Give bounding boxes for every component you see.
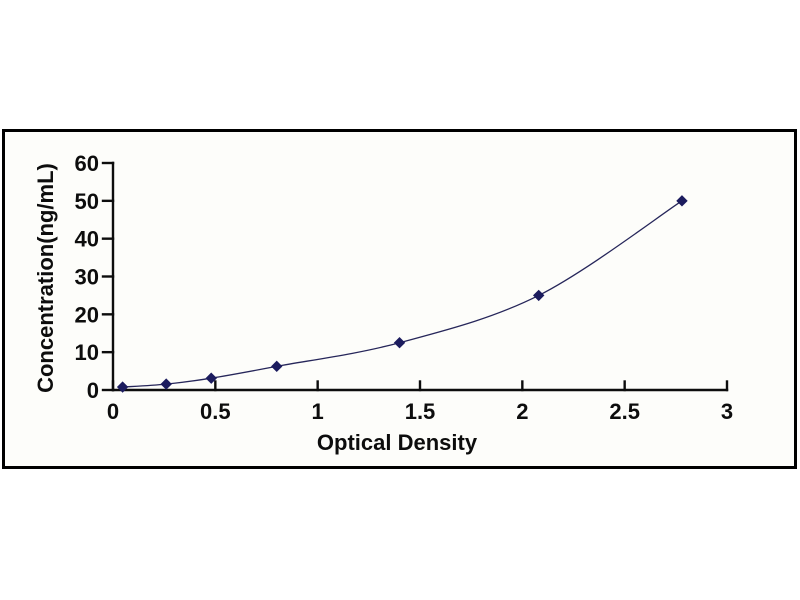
- x-tick-label: 2: [516, 399, 528, 424]
- y-tick-label: 60: [75, 151, 99, 176]
- x-axis-title: Optical Density: [316, 430, 478, 455]
- x-tick-label: 1.5: [405, 399, 436, 424]
- y-tick-label: 50: [75, 189, 99, 214]
- x-ticks-layer: [111, 380, 729, 392]
- data-point-marker: [271, 360, 283, 373]
- x-tick-label: 0.5: [200, 399, 231, 424]
- y-ticks-layer: [101, 161, 115, 392]
- chart-frame: [2, 129, 797, 469]
- data-point-marker: [532, 289, 545, 302]
- y-tick-label: 30: [75, 265, 99, 290]
- x-tick-labels-layer: 0 0.5 1 1.5 2 2.5 3: [107, 399, 733, 424]
- y-tick-label: 10: [75, 340, 99, 365]
- x-tick-label: 0: [107, 399, 119, 424]
- series-line: [122, 200, 683, 388]
- data-point-marker: [676, 195, 688, 207]
- y-tick-label: 20: [75, 302, 99, 327]
- y-tick-label: 40: [75, 227, 99, 252]
- markers-layer: [116, 195, 688, 393]
- x-tick-label: 3: [721, 399, 733, 424]
- data-point-marker: [393, 337, 406, 349]
- series-layer: [122, 200, 683, 388]
- data-point-marker: [205, 372, 217, 384]
- y-axis-title: Concentration(ng/mL): [33, 163, 58, 393]
- axes-layer: [111, 161, 729, 392]
- data-point-marker: [116, 381, 129, 393]
- x-tick-label: 2.5: [609, 399, 640, 424]
- x-tick-label: 1: [312, 399, 324, 424]
- data-point-marker: [160, 378, 172, 390]
- y-tick-labels-layer: 0 10 20 30 40 50 60: [75, 151, 99, 403]
- y-tick-label: 0: [87, 378, 99, 403]
